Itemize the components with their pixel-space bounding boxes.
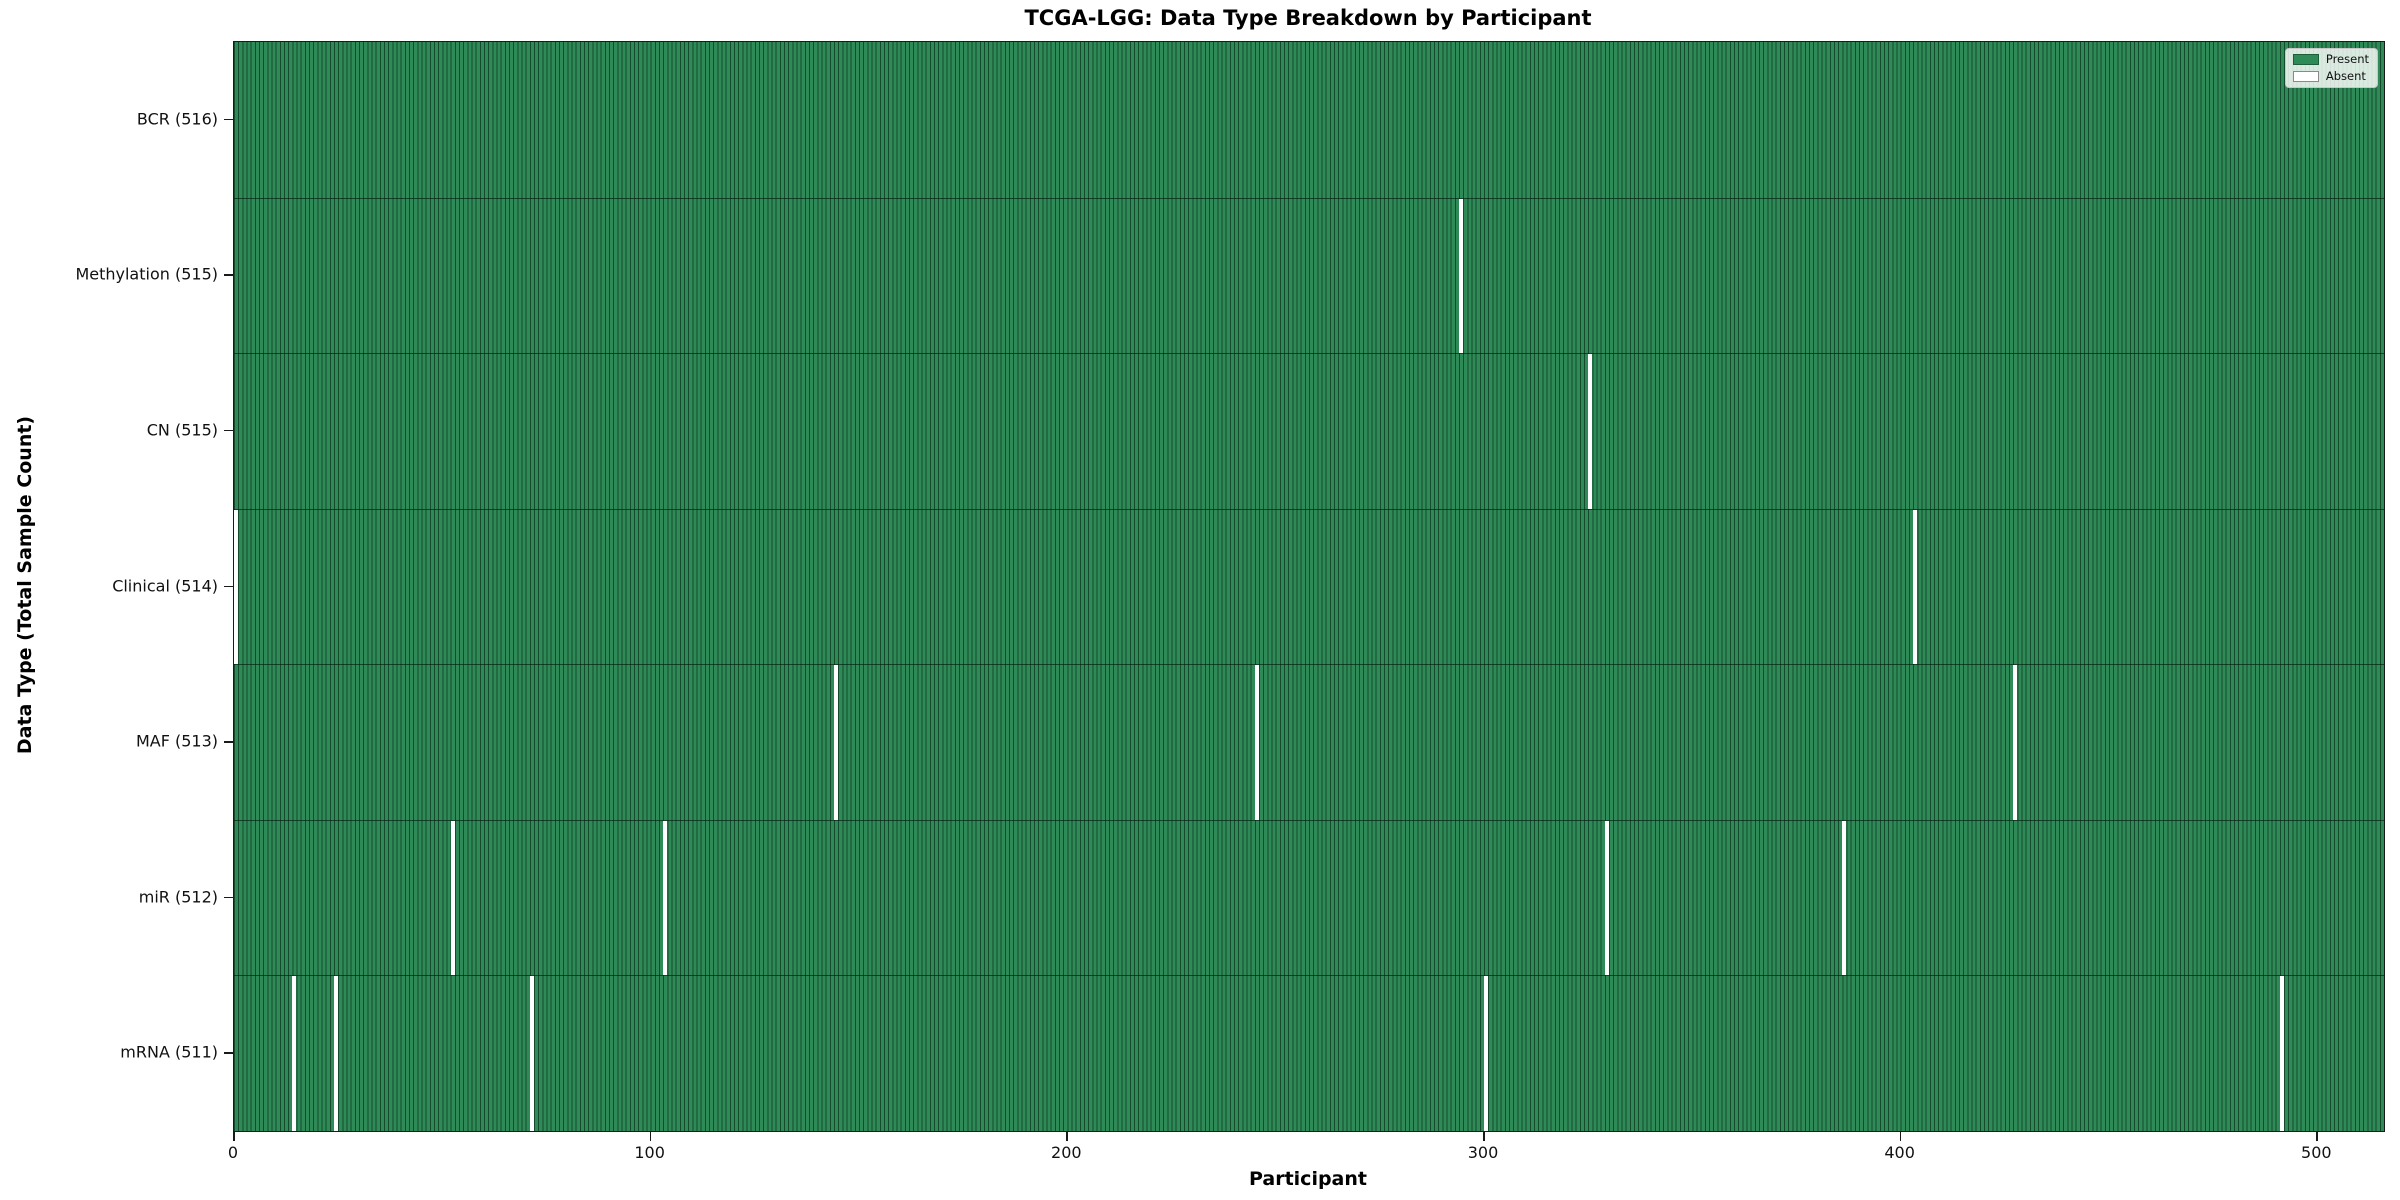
absent-gap-miR-52 xyxy=(450,820,455,976)
heatmap-row-Methylation xyxy=(234,197,2384,354)
y-tick-label-miR: miR (512) xyxy=(138,887,218,907)
y-tick-label-BCR: BCR (516) xyxy=(136,109,218,129)
absent-gap-miR-103 xyxy=(663,820,668,976)
x-axis-label: Participant xyxy=(1248,1168,1367,1190)
absent-gap-mRNA-300 xyxy=(1484,976,1489,1131)
x-tick xyxy=(1483,1132,1485,1141)
y-tick-label-CN: CN (515) xyxy=(146,420,218,440)
absent-gap-mRNA-14 xyxy=(292,976,297,1131)
y-tick xyxy=(224,429,233,432)
y-tick xyxy=(224,274,233,276)
absent-swatch-icon xyxy=(2292,70,2319,82)
x-tick-label-500: 500 xyxy=(2301,1143,2332,1162)
x-tick-label-300: 300 xyxy=(1467,1143,1499,1162)
x-tick xyxy=(1066,1132,1068,1141)
absent-gap-Clinical-0 xyxy=(234,509,239,665)
absent-gap-Methylation-294 xyxy=(1459,198,1464,354)
heatmap-row-miR xyxy=(234,819,2384,976)
legend-entry-absent: Absent xyxy=(2292,68,2369,83)
absent-gap-Clinical-403 xyxy=(1913,509,1918,665)
y-tick-label-Methylation: Methylation (515) xyxy=(75,264,218,284)
heatmap-plot-area: Present Absent xyxy=(233,41,2385,1132)
x-tick xyxy=(649,1132,652,1141)
absent-gap-mRNA-24 xyxy=(334,976,339,1131)
heatmap-row-mRNA xyxy=(234,975,2384,1131)
y-tick-label-Clinical: Clinical (514) xyxy=(112,576,218,595)
absent-gap-mRNA-491 xyxy=(2279,976,2284,1131)
y-tick xyxy=(224,741,233,743)
absent-gap-miR-329 xyxy=(1604,820,1609,976)
heatmap-row-Clinical xyxy=(234,508,2384,665)
y-tick xyxy=(224,896,233,899)
y-tick xyxy=(224,1052,233,1054)
legend-absent-label: Absent xyxy=(2325,68,2366,83)
x-tick xyxy=(2316,1132,2318,1141)
legend-present-label: Present xyxy=(2325,52,2369,66)
x-tick-label-200: 200 xyxy=(1051,1143,1082,1162)
absent-gap-CN-325 xyxy=(1588,354,1593,509)
x-tick xyxy=(233,1132,235,1141)
y-tick-label-mRNA: mRNA (511) xyxy=(120,1042,218,1062)
chart-title: TCGA-LGG: Data Type Breakdown by Partici… xyxy=(1024,6,1592,30)
legend-entry-present: Present xyxy=(2292,52,2369,66)
legend: Present Absent xyxy=(2284,48,2378,88)
heatmap-row-BCR xyxy=(234,42,2384,198)
absent-gap-MAF-245 xyxy=(1254,665,1259,820)
x-tick-label-0: 0 xyxy=(227,1143,239,1162)
y-tick xyxy=(224,585,233,587)
y-tick xyxy=(224,118,233,121)
heatmap-row-MAF xyxy=(234,664,2384,820)
heatmap-row-CN xyxy=(234,353,2384,509)
absent-gap-MAF-427 xyxy=(2013,665,2018,820)
y-tick-label-MAF: MAF (513) xyxy=(135,731,218,751)
x-tick-label-400: 400 xyxy=(1884,1143,1915,1162)
present-swatch-icon xyxy=(2292,54,2319,66)
absent-gap-MAF-144 xyxy=(834,665,839,820)
x-tick xyxy=(1899,1132,1902,1141)
x-tick-label-100: 100 xyxy=(634,1143,665,1162)
absent-gap-miR-386 xyxy=(1842,820,1847,976)
absent-gap-mRNA-71 xyxy=(529,976,534,1131)
